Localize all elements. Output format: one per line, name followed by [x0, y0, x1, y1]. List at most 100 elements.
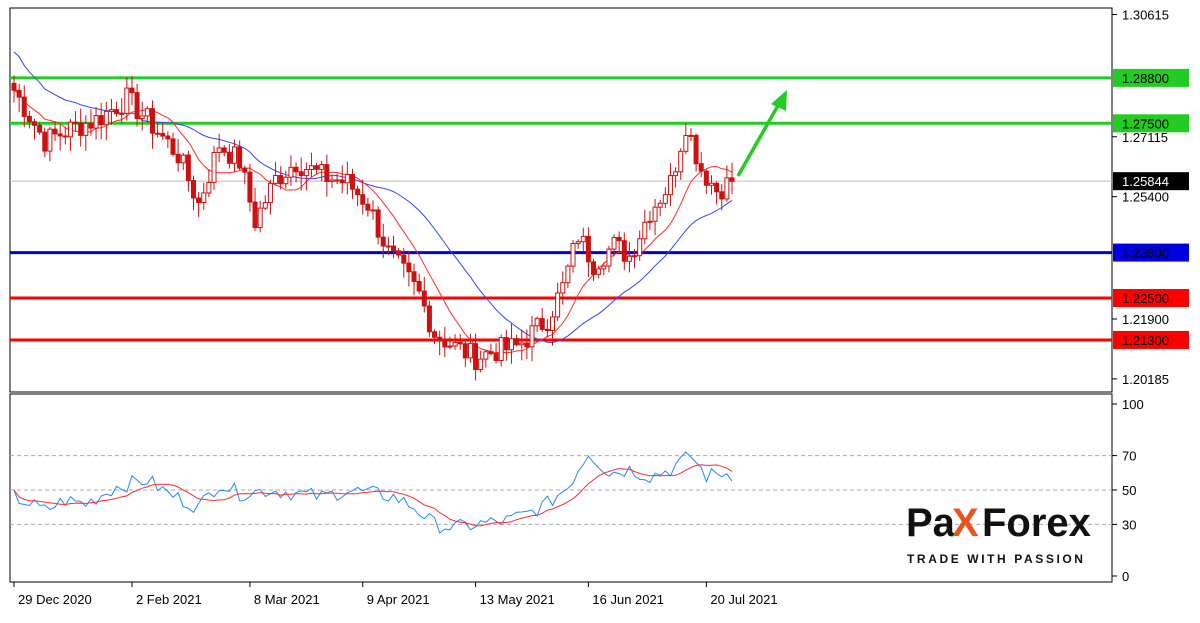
candle: [416, 273, 422, 295]
candle-body: [565, 265, 571, 284]
candle: [457, 333, 463, 350]
candle: [98, 102, 104, 140]
candle-body: [196, 197, 202, 204]
candle-body: [52, 128, 58, 135]
candle: [539, 308, 545, 333]
date-label: 8 Mar 2021: [254, 592, 320, 607]
candle: [652, 199, 658, 236]
candle: [216, 133, 222, 163]
candle-body: [457, 341, 463, 345]
candle: [180, 152, 186, 170]
candle-body: [42, 131, 48, 152]
candle-body: [534, 318, 540, 327]
candle: [16, 83, 22, 112]
candle-body: [262, 202, 268, 209]
candle: [437, 330, 443, 356]
candle-body: [478, 358, 484, 370]
candle: [550, 311, 555, 346]
candle-body: [596, 268, 602, 275]
candle-body: [703, 170, 709, 186]
target-arrow: [736, 90, 787, 177]
candle-body: [575, 241, 581, 245]
candle: [483, 350, 489, 368]
candle: [673, 167, 679, 188]
candle-body: [432, 331, 438, 338]
candle-body: [288, 166, 294, 178]
candle-body: [32, 121, 38, 126]
candle-body: [114, 109, 120, 115]
candle-body: [678, 150, 684, 173]
candle-body: [185, 154, 191, 182]
candle: [93, 106, 99, 140]
candle-body: [529, 325, 535, 348]
candle-body: [447, 345, 453, 348]
candle-body: [421, 290, 427, 307]
candle: [396, 247, 402, 259]
candle: [47, 127, 53, 162]
candle: [442, 326, 448, 358]
candle: [391, 235, 397, 258]
candle-body: [473, 343, 479, 370]
candle-body: [303, 168, 309, 177]
candle: [21, 85, 27, 128]
candle: [724, 165, 730, 202]
candle-body: [560, 282, 566, 294]
candle: [32, 118, 38, 140]
candle-body: [237, 146, 243, 169]
candle: [555, 282, 561, 321]
candle: [37, 122, 43, 135]
date-axis: 29 Dec 2020 2 Feb 2021 8 Mar 2021 9 Apr 202…: [13, 582, 778, 607]
price-tick-label: 1.21900: [1122, 312, 1169, 327]
candle: [596, 266, 602, 279]
candle-body: [206, 181, 212, 194]
logo-text-x: X: [952, 501, 979, 545]
candle-body: [406, 262, 412, 273]
arrow-shaft: [736, 101, 782, 177]
candle-body: [293, 166, 299, 173]
candle: [278, 166, 284, 190]
candle-body: [124, 87, 130, 114]
candle-body: [601, 265, 607, 270]
candle-body: [57, 133, 63, 137]
candle: [524, 329, 530, 360]
candle-body: [319, 164, 325, 170]
candlesticks: [11, 75, 735, 381]
candle: [519, 329, 525, 361]
candle: [83, 115, 89, 151]
price-tick-label: 1.27115: [1122, 130, 1168, 145]
candle-body: [385, 245, 391, 248]
candle: [329, 174, 335, 189]
candle-body: [98, 115, 104, 126]
candle-body: [67, 121, 73, 138]
candle-body: [570, 243, 576, 267]
candle: [642, 209, 648, 245]
candle-body: [344, 173, 350, 184]
candle-body: [257, 207, 263, 229]
candle: [257, 200, 263, 233]
candle-body: [657, 202, 663, 208]
candle: [226, 143, 232, 169]
candle-body: [360, 194, 366, 205]
level-label-box: [1113, 289, 1189, 308]
candle-body: [211, 151, 217, 183]
candle: [303, 162, 309, 191]
candle-body: [719, 191, 725, 200]
candle-body: [175, 153, 181, 164]
candle: [688, 128, 694, 142]
rsi-tick-label: 0: [1122, 569, 1129, 584]
chart-frame: [9, 7, 1113, 583]
logo-tagline: TRADE WITH PASSION: [907, 552, 1086, 566]
candle-body: [180, 154, 186, 164]
current-price-label: 1.25844: [1122, 174, 1169, 189]
candle-body: [616, 237, 622, 242]
candle-body: [462, 343, 468, 359]
candle-body: [714, 182, 720, 193]
candle-body: [488, 351, 494, 355]
candle: [667, 162, 673, 207]
candle-body: [93, 115, 99, 129]
candle: [339, 165, 345, 194]
candle-body: [191, 180, 196, 199]
rsi-signal-line: [13, 464, 733, 527]
candle-body: [585, 235, 591, 263]
candle: [73, 111, 79, 132]
